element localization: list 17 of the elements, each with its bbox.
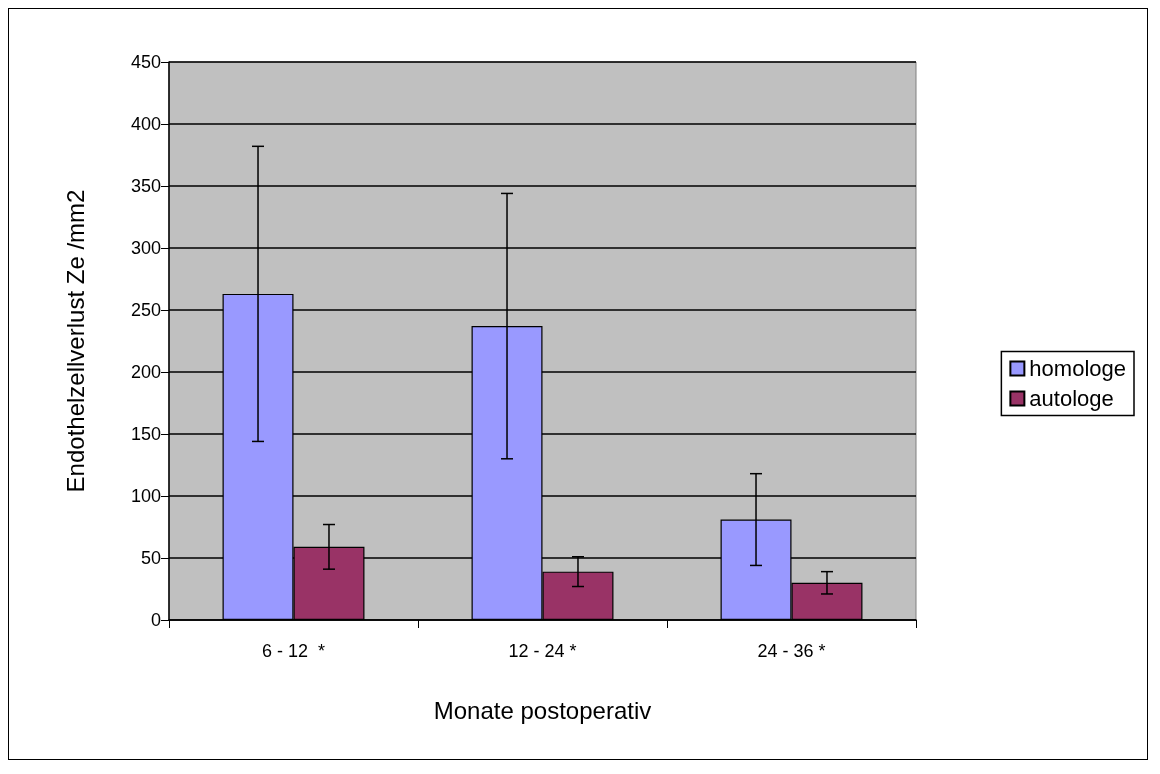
y-tick-label: 150 — [130, 424, 161, 444]
legend-label: autologe — [1029, 386, 1114, 411]
x-axis-title: Monate postoperativ — [433, 696, 652, 724]
y-tick-label: 100 — [130, 486, 161, 506]
y-tick-label: 50 — [140, 548, 161, 568]
y-tick-label: 300 — [130, 238, 161, 258]
x-tick-label: 6 - 12 * — [261, 641, 326, 661]
y-tick-label: 250 — [130, 300, 161, 320]
y-tick-label: 200 — [130, 362, 161, 382]
legend-label: homologe — [1029, 356, 1127, 381]
y-axis-title: Endothelzellverlust Ze /mm2 — [61, 189, 89, 493]
y-tick-label: 450 — [130, 52, 161, 72]
y-tick-label: 0 — [150, 610, 161, 630]
x-tick-label: 24 - 36 * — [757, 641, 826, 661]
y-tick-label: 350 — [130, 176, 161, 196]
x-tick-label: 12 - 24 * — [508, 641, 577, 661]
y-tick-label: 400 — [130, 114, 161, 134]
